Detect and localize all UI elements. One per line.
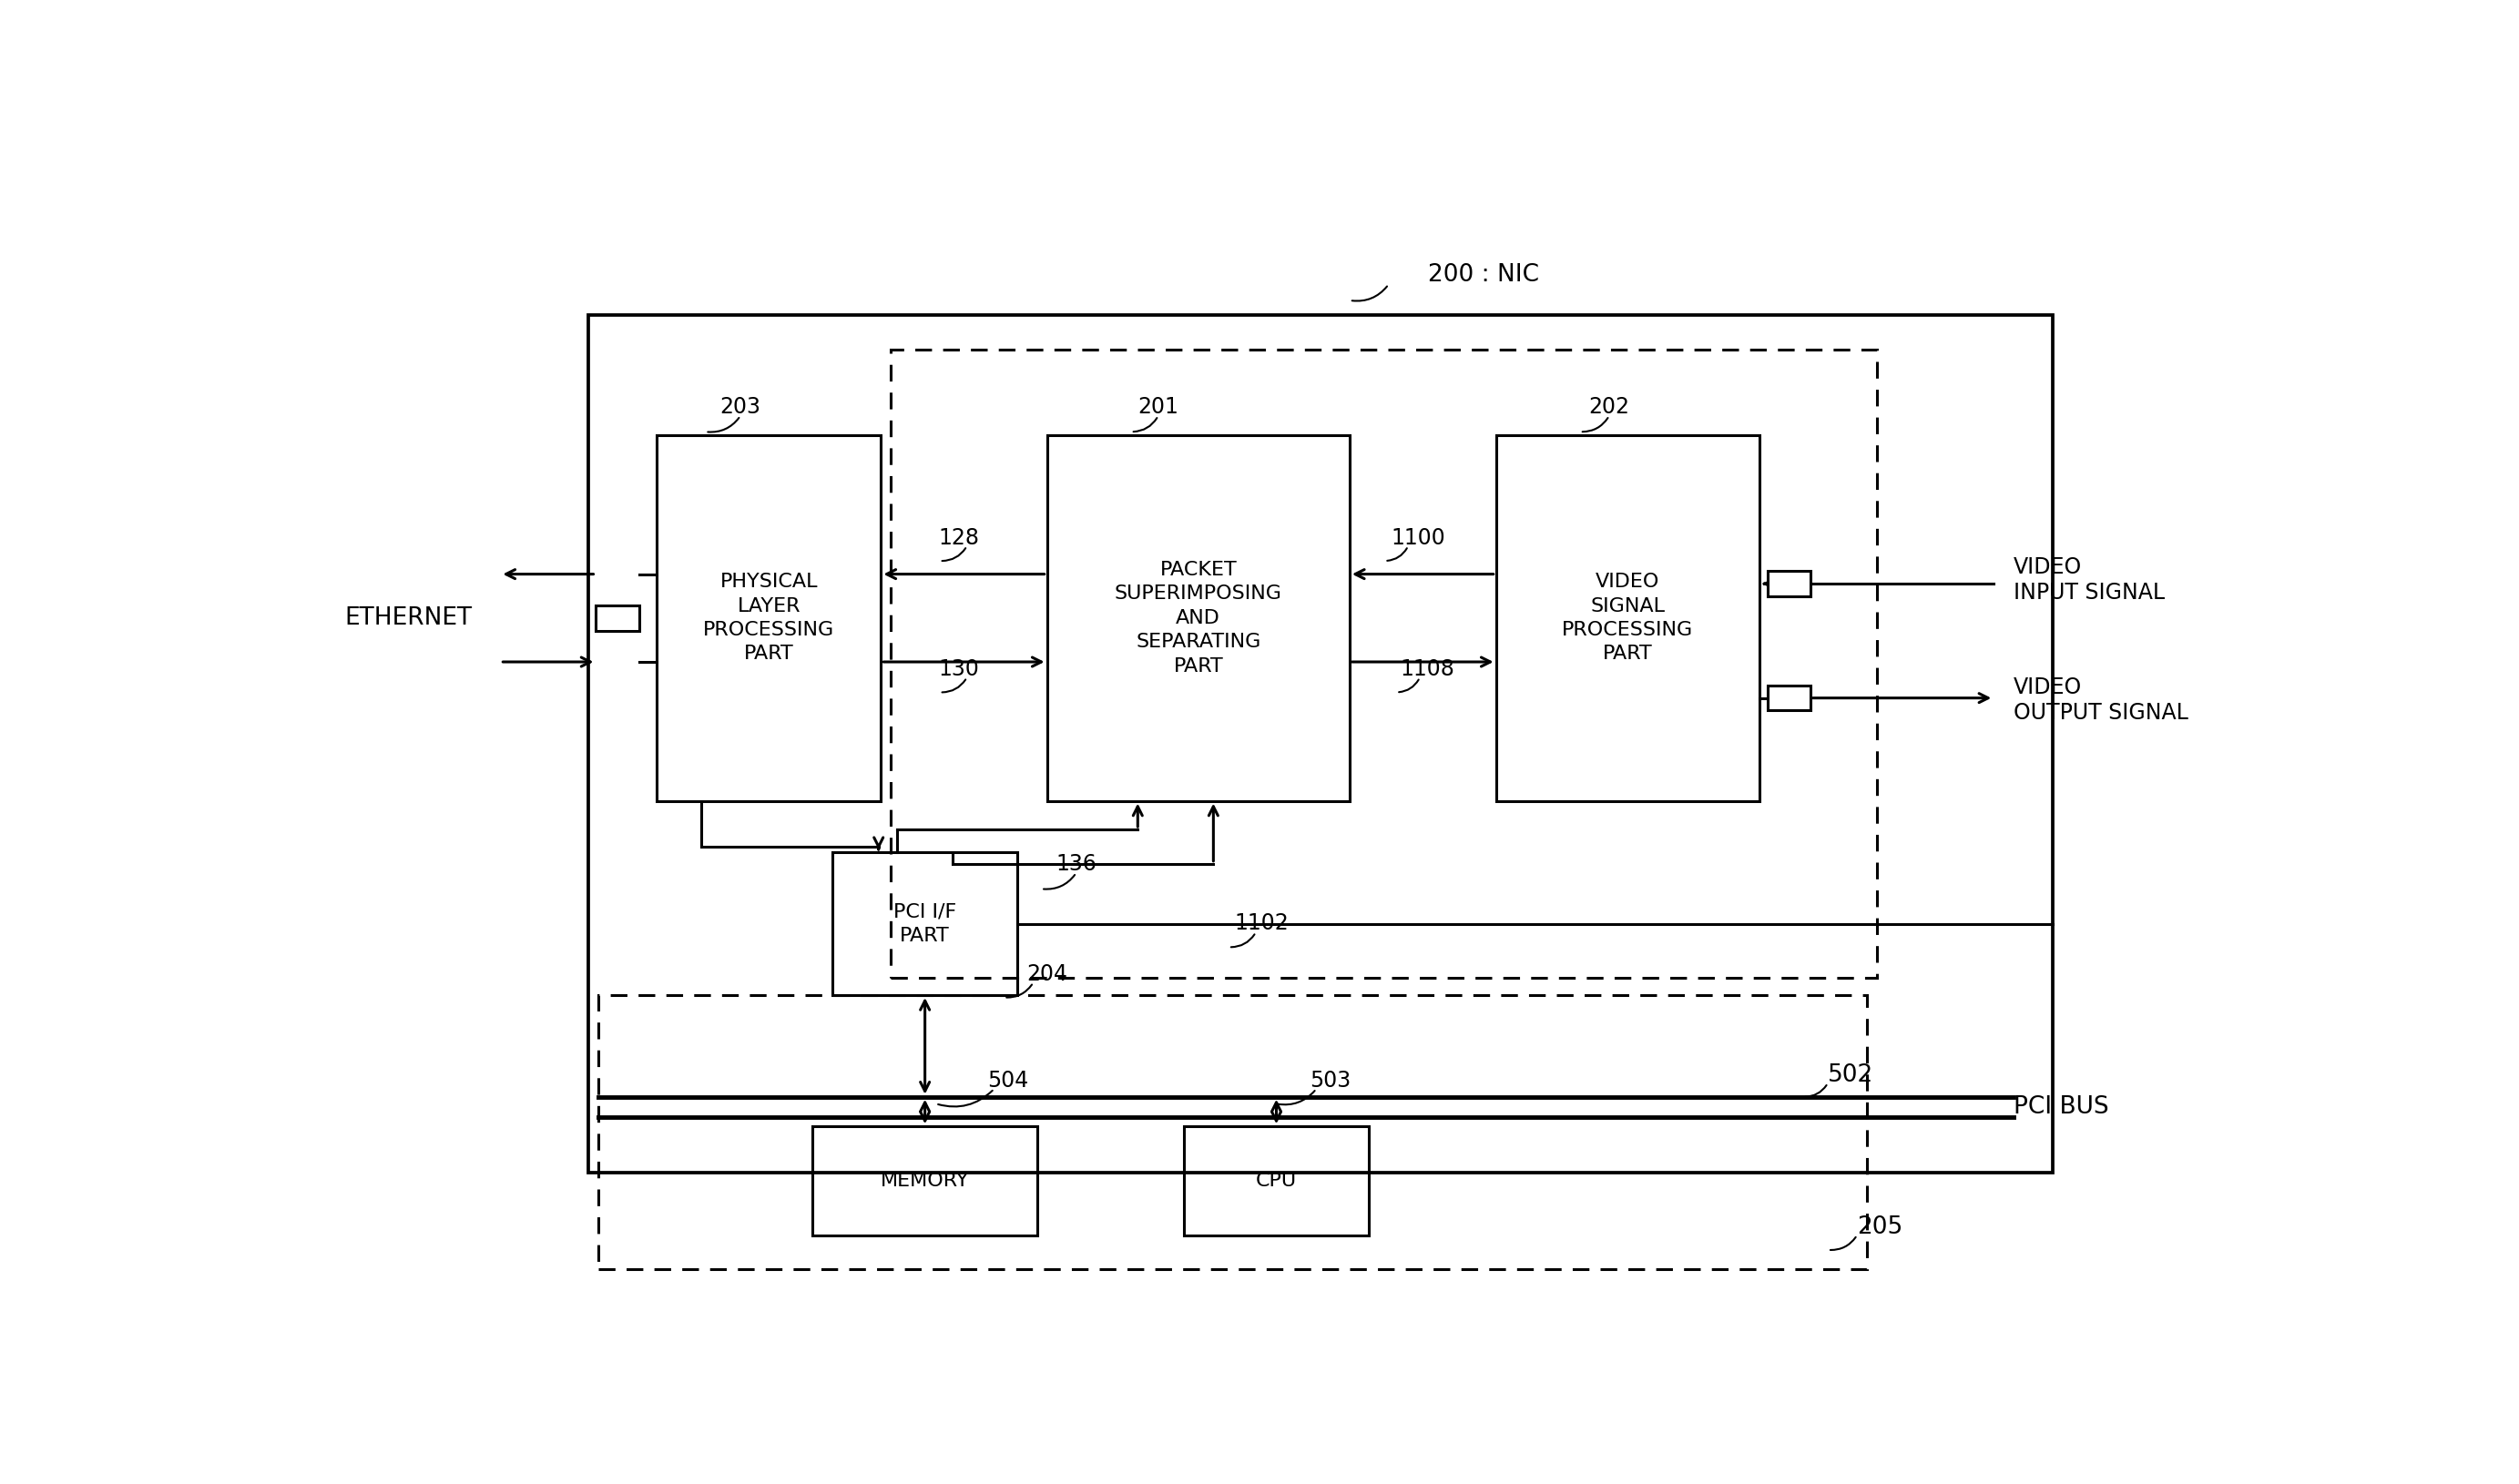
- Text: 205: 205: [1857, 1215, 1902, 1239]
- Text: 502: 502: [1829, 1063, 1874, 1086]
- Text: VIDEO
INPUT SIGNAL: VIDEO INPUT SIGNAL: [2013, 556, 2164, 604]
- Bar: [597, 996, 1867, 1269]
- Text: 504: 504: [987, 1070, 1028, 1092]
- Text: 136: 136: [1055, 853, 1096, 874]
- Text: 201: 201: [1139, 396, 1179, 417]
- Text: VIDEO
OUTPUT SIGNAL: VIDEO OUTPUT SIGNAL: [2013, 677, 2189, 724]
- Bar: [1496, 435, 1758, 801]
- Text: 130: 130: [940, 659, 980, 680]
- Bar: [892, 349, 1877, 978]
- Text: 503: 503: [1310, 1070, 1350, 1092]
- Text: ETHERNET: ETHERNET: [345, 605, 474, 629]
- Bar: [657, 435, 882, 801]
- Bar: [1768, 686, 1811, 711]
- Text: CPU: CPU: [1257, 1172, 1297, 1190]
- Text: 1108: 1108: [1401, 659, 1456, 680]
- Text: 203: 203: [720, 396, 761, 417]
- Text: 200 : NIC: 200 : NIC: [1428, 263, 1539, 286]
- Bar: [1768, 571, 1811, 597]
- Text: PCI BUS: PCI BUS: [2013, 1095, 2108, 1119]
- Text: 1102: 1102: [1234, 913, 1290, 933]
- Bar: [814, 1126, 1038, 1235]
- Bar: [589, 315, 2053, 1172]
- Text: MEMORY: MEMORY: [882, 1172, 970, 1190]
- Bar: [1048, 435, 1350, 801]
- Text: VIDEO
SIGNAL
PROCESSING
PART: VIDEO SIGNAL PROCESSING PART: [1562, 573, 1693, 663]
- Text: 128: 128: [940, 527, 980, 549]
- Text: PACKET
SUPERIMPOSING
AND
SEPARATING
PART: PACKET SUPERIMPOSING AND SEPARATING PART: [1113, 561, 1282, 675]
- Bar: [1184, 1126, 1370, 1235]
- Text: 204: 204: [1025, 963, 1068, 985]
- Text: 202: 202: [1589, 396, 1630, 417]
- Text: PHYSICAL
LAYER
PROCESSING
PART: PHYSICAL LAYER PROCESSING PART: [703, 573, 834, 663]
- Bar: [831, 852, 1018, 996]
- Text: 1100: 1100: [1390, 527, 1446, 549]
- Text: PCI I/F
PART: PCI I/F PART: [894, 902, 957, 945]
- Bar: [597, 605, 640, 631]
